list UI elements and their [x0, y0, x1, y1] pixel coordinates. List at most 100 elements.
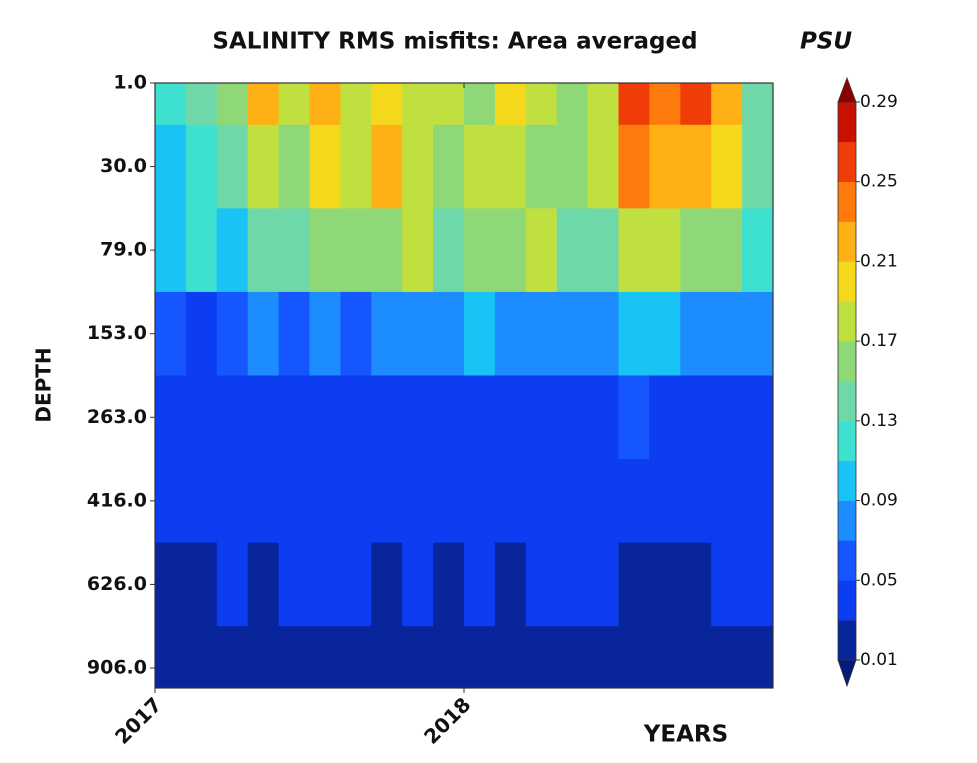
- heatmap-cell: [185, 459, 218, 544]
- x-tick-label: 2017: [110, 692, 166, 748]
- y-axis-label: DEPTH: [32, 347, 56, 422]
- heatmap-cell: [371, 291, 403, 376]
- colorbar-tick-label: 0.17: [860, 331, 898, 351]
- colorbar-band: [838, 500, 856, 541]
- heatmap-cell: [525, 375, 558, 460]
- heatmap-cell: [680, 626, 712, 688]
- heatmap-cell: [525, 459, 558, 544]
- heatmap-cell: [402, 291, 434, 376]
- heatmap-cell: [155, 375, 187, 460]
- heatmap-cell: [618, 375, 650, 460]
- heatmap-cell: [618, 626, 650, 688]
- heatmap-cell: [309, 459, 341, 544]
- heatmap-cell: [494, 124, 527, 209]
- heatmap-cell: [185, 626, 218, 688]
- heatmap-cell: [742, 626, 773, 688]
- heatmap-cell: [464, 208, 496, 293]
- colorbar-band: [838, 261, 856, 302]
- heatmap-cell: [309, 375, 341, 460]
- heatmap-cell: [711, 291, 743, 376]
- heatmap-cell: [618, 291, 650, 376]
- heatmap-cell: [247, 626, 280, 688]
- x-tick-label: 2018: [419, 692, 475, 748]
- heatmap-cell: [618, 208, 650, 293]
- colorbar-band: [838, 301, 856, 342]
- y-tick-label: 1.0: [113, 72, 147, 94]
- heatmap-cell: [340, 83, 372, 126]
- heatmap-cell: [618, 542, 650, 627]
- heatmap-cell: [680, 291, 712, 376]
- heatmap-cell: [340, 291, 372, 376]
- heatmap-cell: [525, 83, 558, 126]
- heatmap-cell: [247, 375, 280, 460]
- heatmap-cell: [649, 459, 681, 544]
- heatmap-cell: [340, 626, 372, 688]
- heatmap-cell: [309, 291, 341, 376]
- heatmap-cell: [464, 459, 496, 544]
- colorbar-band: [838, 620, 856, 661]
- heatmap-cell: [494, 459, 527, 544]
- heatmap-cell: [556, 542, 589, 627]
- colorbar-extend-under: [837, 659, 857, 688]
- heatmap-cell: [464, 542, 496, 627]
- heatmap-cell: [402, 208, 434, 293]
- colorbar-band: [838, 381, 856, 422]
- heatmap-cell: [525, 291, 558, 376]
- colorbar-band: [838, 580, 856, 621]
- heatmap-cell: [402, 626, 434, 688]
- heatmap-cell: [309, 208, 341, 293]
- heatmap-cell: [742, 208, 773, 293]
- heatmap-cell: [216, 208, 249, 293]
- colorbar-band: [838, 141, 856, 183]
- heatmap-cell: [711, 124, 743, 209]
- heatmap-cell: [556, 124, 589, 209]
- heatmap-cell: [278, 124, 310, 209]
- colorbar-band: [838, 460, 856, 501]
- heatmap-cell: [402, 542, 434, 627]
- heatmap-cell: [185, 542, 218, 627]
- heatmap-cell: [649, 542, 681, 627]
- heatmap-cell: [587, 291, 619, 376]
- heatmap-cell: [216, 291, 249, 376]
- heatmap-cell: [649, 291, 681, 376]
- y-tick-label: 30.0: [100, 155, 147, 177]
- heatmap-cell: [402, 124, 434, 209]
- heatmap-cell: [742, 124, 773, 209]
- heatmap-cell: [680, 542, 712, 627]
- y-tick-label: 79.0: [100, 239, 147, 261]
- heatmap-cell: [494, 208, 527, 293]
- heatmap-cell: [185, 375, 218, 460]
- colorbar-tick-label: 0.01: [860, 650, 898, 670]
- heatmap-cell: [155, 124, 187, 209]
- colorbar-tick-label: 0.13: [860, 411, 898, 431]
- heatmap-cell: [587, 208, 619, 293]
- heatmap-cell: [247, 291, 280, 376]
- colorbar-band: [838, 102, 856, 143]
- heatmap-cell: [494, 626, 527, 688]
- heatmap-cell: [556, 626, 589, 688]
- heatmap-cell: [711, 459, 743, 544]
- heatmap-cell: [433, 626, 465, 688]
- heatmap-cell: [155, 459, 187, 544]
- heatmap-cell: [742, 291, 773, 376]
- colorbar-tick-label: 0.29: [860, 92, 898, 112]
- heatmap-cell: [742, 542, 773, 627]
- colorbar-tick-label: 0.25: [860, 172, 898, 192]
- heatmap-cell: [371, 124, 403, 209]
- heatmap-cell: [433, 542, 465, 627]
- heatmap-cell: [340, 208, 372, 293]
- heatmap-cell: [247, 124, 280, 209]
- heatmap-cell: [649, 626, 681, 688]
- heatmap-cell: [371, 626, 403, 688]
- chart-title: SALINITY RMS misfits: Area averaged: [212, 29, 697, 55]
- colorbar-tick-label: 0.05: [860, 570, 898, 590]
- heatmap-cell: [216, 626, 249, 688]
- heatmap-cell: [525, 626, 558, 688]
- heatmap-cell: [155, 542, 187, 627]
- heatmap-cell: [649, 375, 681, 460]
- heatmap-cell: [433, 375, 465, 460]
- x-axis-label: YEARS: [643, 722, 728, 748]
- heatmap-cell: [402, 459, 434, 544]
- y-tick-label: 263.0: [87, 406, 147, 428]
- heatmap-cell: [278, 375, 310, 460]
